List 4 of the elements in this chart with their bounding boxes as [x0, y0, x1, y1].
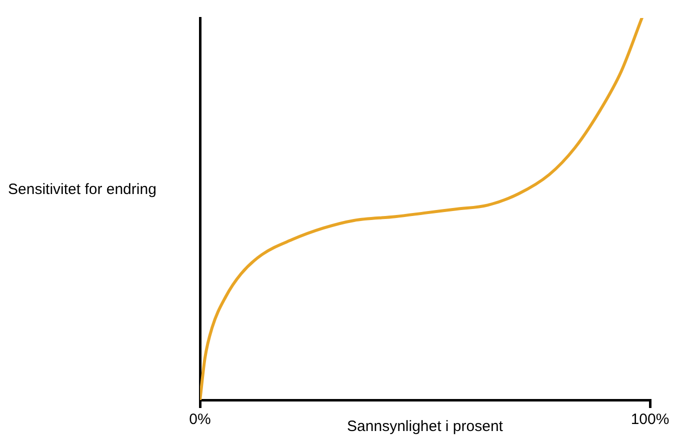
y-axis-title: Sensitivitet for endring [8, 181, 156, 198]
x-tick-label: 0% [189, 411, 211, 428]
x-axis-title: Sannsynlighet i prosent [347, 418, 504, 436]
x-tick-label: 100% [630, 411, 670, 428]
